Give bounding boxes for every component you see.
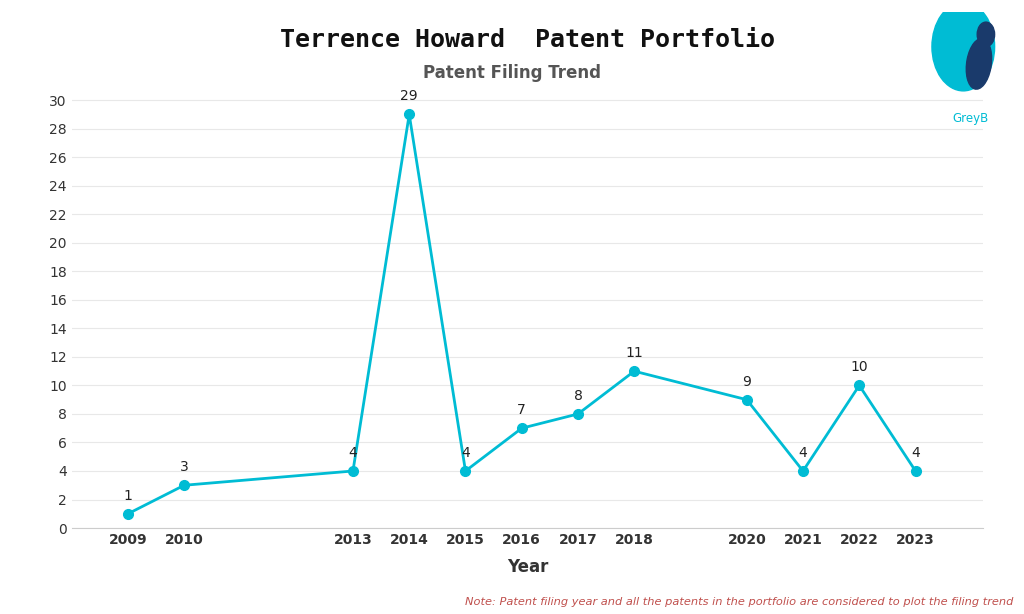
X-axis label: Year: Year	[507, 558, 548, 576]
Text: 4: 4	[911, 446, 920, 460]
Title: Terrence Howard  Patent Portfolio: Terrence Howard Patent Portfolio	[280, 28, 775, 52]
Ellipse shape	[967, 39, 991, 89]
Circle shape	[977, 22, 994, 47]
Text: 11: 11	[626, 346, 643, 360]
Text: GreyB: GreyB	[952, 112, 988, 125]
Text: Patent Filing Trend: Patent Filing Trend	[423, 64, 601, 82]
Text: 8: 8	[573, 389, 583, 403]
Text: 29: 29	[400, 90, 418, 103]
Text: 4: 4	[461, 446, 470, 460]
Text: 1: 1	[124, 489, 132, 503]
Text: 10: 10	[851, 360, 868, 375]
Text: 7: 7	[517, 403, 526, 417]
Text: Note: Patent filing year and all the patents in the portfolio are considered to : Note: Patent filing year and all the pat…	[465, 597, 1014, 607]
Text: 4: 4	[799, 446, 807, 460]
Text: 9: 9	[742, 375, 752, 389]
Text: 3: 3	[180, 460, 188, 474]
Text: 4: 4	[348, 446, 357, 460]
Circle shape	[932, 2, 994, 91]
